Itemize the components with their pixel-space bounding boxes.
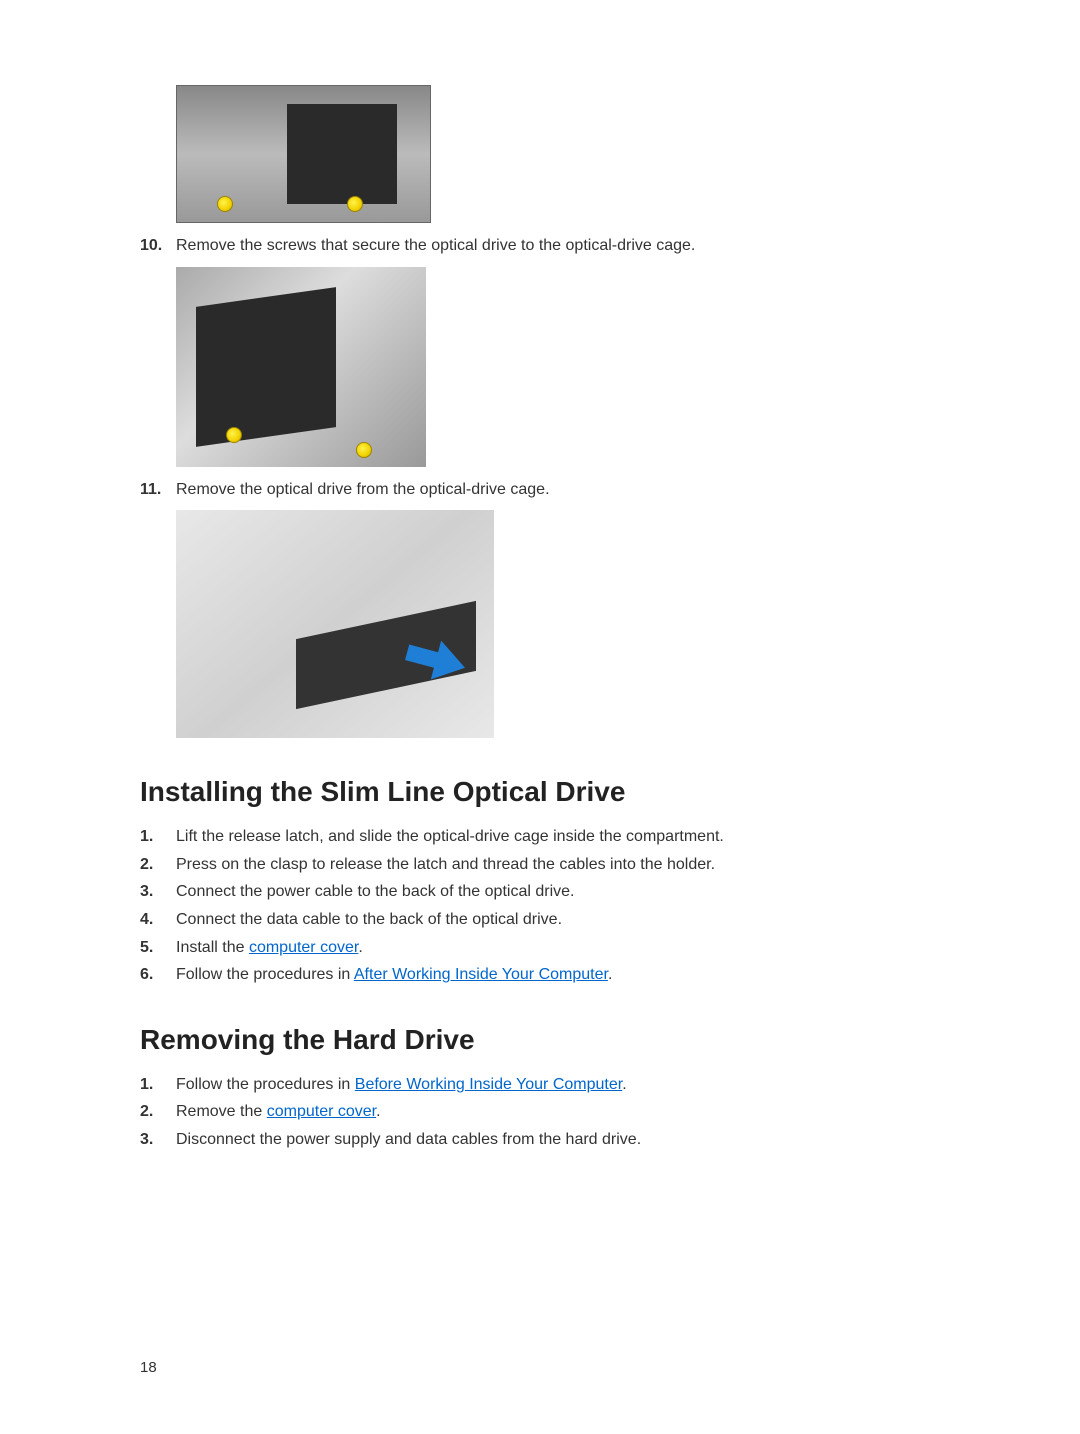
link-after-working-inside[interactable]: After Working Inside Your Computer (354, 966, 608, 983)
step-11: 11. Remove the optical drive from the op… (140, 479, 940, 501)
list-number: 3. (140, 881, 176, 903)
list-text: Install the computer cover. (176, 937, 940, 959)
list-number: 6. (140, 964, 176, 986)
callout-dot-icon (226, 427, 242, 443)
list-number: 3. (140, 1129, 176, 1151)
list-number: 4. (140, 909, 176, 931)
list-text: Press on the clasp to release the latch … (176, 854, 940, 876)
list-item: 2. Press on the clasp to release the lat… (140, 854, 940, 876)
list-number: 5. (140, 937, 176, 959)
heading-removing-hard-drive: Removing the Hard Drive (140, 1024, 940, 1056)
text-prefix: Follow the procedures in (176, 1076, 355, 1093)
list-item: 3. Connect the power cable to the back o… (140, 881, 940, 903)
figure-optical-cage-side (176, 85, 940, 223)
figure-2-image (176, 267, 426, 467)
step-text: Remove the screws that secure the optica… (176, 235, 940, 257)
text-suffix: . (622, 1076, 626, 1093)
text-suffix: . (608, 966, 612, 983)
text-prefix: Install the (176, 939, 249, 956)
step-text: Remove the optical drive from the optica… (176, 479, 940, 501)
link-computer-cover[interactable]: computer cover (267, 1103, 376, 1120)
link-computer-cover[interactable]: computer cover (249, 939, 358, 956)
step-10: 10. Remove the screws that secure the op… (140, 235, 940, 257)
page-number: 18 (140, 1359, 157, 1376)
list-removing-hard-drive: 1. Follow the procedures in Before Worki… (140, 1074, 940, 1151)
figure-optical-drive-slide-out (176, 510, 940, 738)
list-installing-optical: 1. Lift the release latch, and slide the… (140, 826, 940, 986)
list-item: 2. Remove the computer cover. (140, 1101, 940, 1123)
list-number: 1. (140, 1074, 176, 1096)
list-number: 1. (140, 826, 176, 848)
figure-1-image (176, 85, 431, 223)
page-content: 10. Remove the screws that secure the op… (0, 0, 1080, 1217)
list-text: Connect the power cable to the back of t… (176, 881, 940, 903)
callout-dot-icon (217, 196, 233, 212)
list-number: 2. (140, 1101, 176, 1123)
figure-optical-cage-angled (176, 267, 940, 467)
list-item: 5. Install the computer cover. (140, 937, 940, 959)
text-prefix: Remove the (176, 1103, 267, 1120)
list-text: Lift the release latch, and slide the op… (176, 826, 940, 848)
list-number: 2. (140, 854, 176, 876)
text-suffix: . (358, 939, 362, 956)
figure-3-image (176, 510, 494, 738)
callout-dot-icon (356, 442, 372, 458)
text-prefix: Follow the procedures in (176, 966, 354, 983)
list-item: 3. Disconnect the power supply and data … (140, 1129, 940, 1151)
list-item: 4. Connect the data cable to the back of… (140, 909, 940, 931)
list-text: Follow the procedures in After Working I… (176, 964, 940, 986)
step-number: 11. (140, 479, 176, 501)
list-text: Follow the procedures in Before Working … (176, 1074, 940, 1096)
list-item: 6. Follow the procedures in After Workin… (140, 964, 940, 986)
list-text: Disconnect the power supply and data cab… (176, 1129, 940, 1151)
heading-installing-optical: Installing the Slim Line Optical Drive (140, 776, 940, 808)
list-item: 1. Lift the release latch, and slide the… (140, 826, 940, 848)
link-before-working-inside[interactable]: Before Working Inside Your Computer (355, 1076, 622, 1093)
text-suffix: . (376, 1103, 380, 1120)
list-text: Remove the computer cover. (176, 1101, 940, 1123)
callout-dot-icon (347, 196, 363, 212)
list-item: 1. Follow the procedures in Before Worki… (140, 1074, 940, 1096)
list-text: Connect the data cable to the back of th… (176, 909, 940, 931)
step-number: 10. (140, 235, 176, 257)
